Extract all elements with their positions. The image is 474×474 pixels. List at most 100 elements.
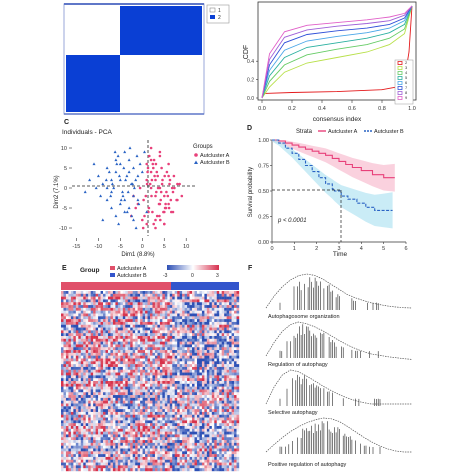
heatmap-cell [145,400,148,404]
heatmap-cell [196,313,200,317]
pca-point-a [144,194,148,198]
heatmap-cell [150,319,153,323]
heatmap-cell [130,406,133,410]
heatmap-cell [154,366,158,370]
heatmap-cell [110,465,114,469]
heatmap-cell [68,392,72,396]
heatmap-cell [169,358,173,362]
heatmap-cell [78,358,81,362]
heatmap-cell [73,442,77,446]
heatmap-cell [169,344,173,348]
heatmap-cell [177,364,180,368]
heatmap-cell [194,462,198,466]
heatmap-cell [93,400,96,404]
heatmap-cell [182,352,185,356]
heatmap-cell [103,440,106,444]
heatmap-cell [211,319,215,323]
heatmap-cell [169,291,173,295]
pca-point-a [152,166,155,170]
heatmap-cell [120,291,123,295]
heatmap-cell [78,395,81,399]
heatmap-cell [93,364,96,368]
heatmap-cell [127,381,131,385]
pca-title: Individuals - PCA [62,129,113,136]
heatmap-cell [167,330,170,334]
heatmap-cell [83,397,86,401]
heatmap-cell [88,307,91,311]
heatmap-cell [93,338,96,342]
heatmap-cell [90,313,94,317]
heatmap-cell [110,386,114,390]
heatmap-cell [145,344,148,348]
heatmap-cell [65,456,69,460]
pca-point-b [132,194,135,198]
heatmap-cell [122,310,126,314]
heatmap-cell [154,448,158,452]
heatmap-cell [201,440,205,444]
heatmap-cell [174,459,178,463]
heatmap-cell [103,403,106,407]
heatmap-cell [177,291,180,295]
heatmap-cell [157,420,161,424]
heatmap-cell [100,347,104,351]
heatmap-cell [127,350,131,354]
heatmap-cell [63,330,67,334]
heatmap-cell [199,350,203,354]
heatmap-cell [137,454,141,458]
heatmap-cell [209,341,212,345]
heatmap-cell [157,428,161,432]
heatmap-cell [157,437,161,441]
heatmap-cell [65,406,69,410]
heatmap-cell [105,392,109,396]
heatmap-cell [122,338,126,342]
heatmap-cell [140,397,143,401]
heatmap-cell [100,420,104,424]
heatmap-cell [162,361,166,365]
heatmap-cell [142,347,146,351]
heatmap-cell [120,310,123,314]
heatmap-cell [172,442,175,446]
heatmap-cell [68,333,72,337]
heatmap-cell [125,369,128,373]
heatmap-cell [224,321,227,325]
heatmap-cell [68,310,72,314]
heatmap-cell [90,378,94,382]
heatmap-cell [221,352,225,356]
heatmap-cell [120,355,123,359]
heatmap-cell [221,386,225,390]
heatmap-cell [132,468,136,472]
heatmap-cell [122,307,126,311]
heatmap-cell [194,459,198,463]
heatmap-cell [182,465,185,469]
heatmap-cell [65,378,69,382]
heatmap-cell [194,327,198,331]
heatmap-cell [216,434,220,438]
heatmap-cell [224,296,227,300]
heatmap-cell [98,417,101,421]
heatmap-cell [110,397,114,401]
heatmap-cell [98,333,101,337]
heatmap-cell [216,389,220,393]
heatmap-cell [130,442,133,446]
heatmap-cell [98,366,101,370]
heatmap-cell [103,321,106,325]
heatmap-cell [140,459,143,463]
heatmap-cell [142,448,146,452]
heatmap-cell [224,409,227,413]
heatmap-cell [221,296,225,300]
heatmap-cell [229,321,232,325]
heatmap-cell [152,330,156,334]
heatmap-cell [182,305,185,309]
heatmap-cell [236,397,240,401]
heatmap-cell [140,307,143,311]
heatmap-cell [125,386,128,390]
heatmap-cell [100,341,104,345]
heatmap-cell [135,383,138,387]
heatmap-cell [192,414,195,418]
heatmap-cell [88,324,91,328]
heatmap-cell [154,397,158,401]
heatmap-cell [110,307,114,311]
heatmap-cell [204,361,208,365]
heatmap-cell [135,465,138,469]
heatmap-cell [135,293,138,297]
